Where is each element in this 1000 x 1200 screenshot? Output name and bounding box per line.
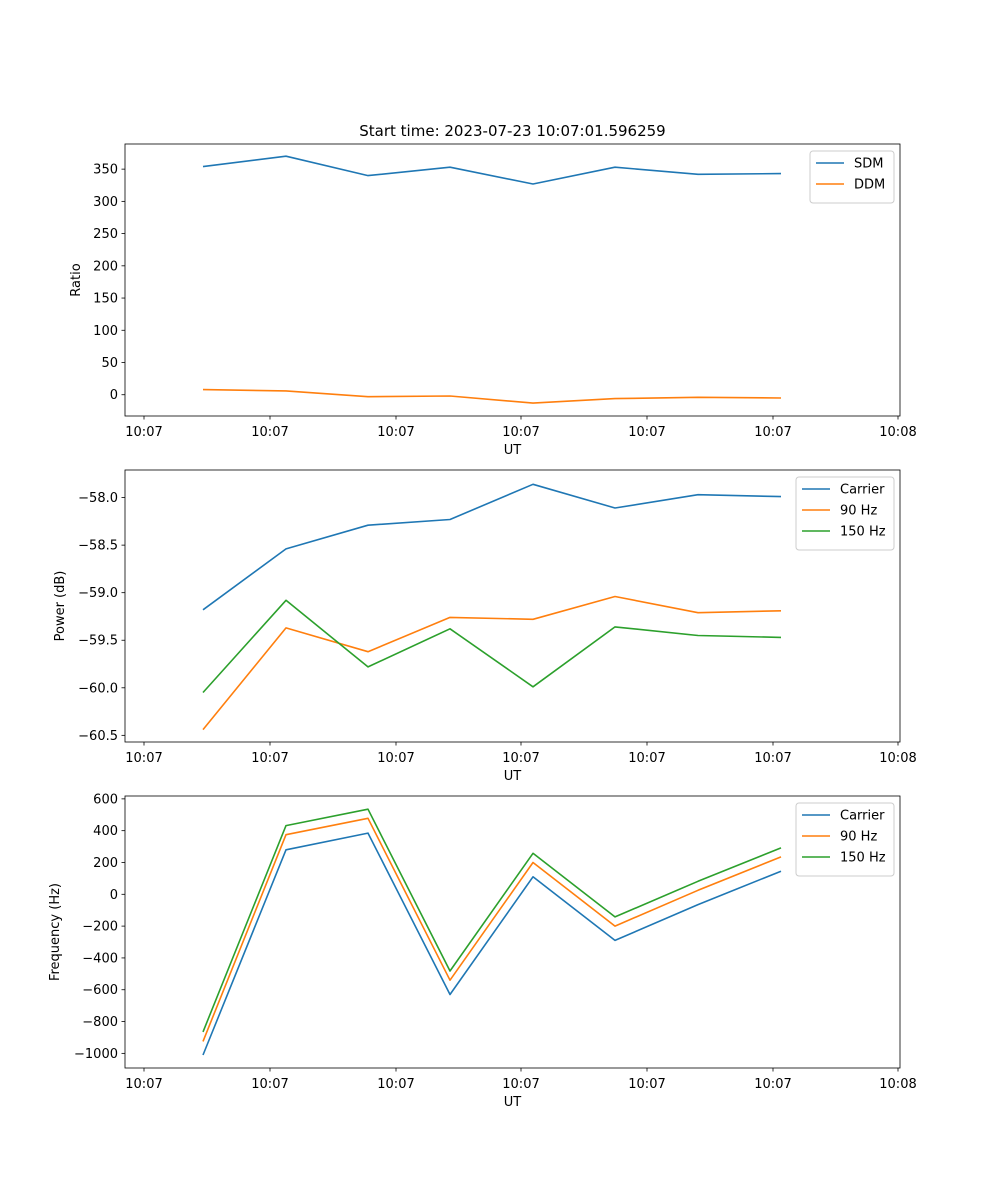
y-axis-label: Frequency (Hz) [48, 883, 63, 981]
y-tick-label: 200 [93, 856, 118, 871]
series-line-90-hz [202, 595, 782, 731]
y-tick-label: −600 [82, 983, 118, 998]
x-tick-label: 10:07 [125, 425, 162, 440]
x-axis-label: UT [504, 443, 522, 458]
y-tick-label: 100 [93, 324, 118, 339]
y-tick-label: 350 [93, 163, 118, 178]
y-tick-label: −60.0 [78, 681, 118, 696]
x-axis-label: UT [504, 769, 522, 784]
y-tick-label: −58.5 [78, 539, 118, 554]
x-tick-label: 10:08 [879, 751, 916, 766]
legend-entry: 150 Hz [840, 851, 886, 866]
x-tick-label: 10:07 [251, 1077, 288, 1092]
legend: Carrier 90 Hz 150 Hz [795, 802, 895, 877]
y-tick-label: 300 [93, 195, 118, 210]
chart-panel-1: 0 50 100 150 200 250 300 350 10:07 10:07 10:07 10:0… [69, 143, 917, 458]
x-tick-label: 10:07 [377, 425, 414, 440]
x-tick-label: 10:08 [879, 425, 916, 440]
y-tick-label: 600 [93, 792, 118, 807]
axes-frame [124, 143, 901, 417]
series-line-ddm [202, 388, 782, 404]
y-tick-label: 0 [110, 388, 118, 403]
legend-entry: DDM [854, 178, 885, 193]
x-tick-label: 10:07 [377, 1077, 414, 1092]
y-tick-label: 50 [101, 356, 118, 371]
figure-title: Start time: 2023-07-23 10:07:01.596259 [359, 122, 665, 140]
axes-frame [124, 795, 901, 1069]
legend-entry: SDM [854, 157, 883, 172]
y-tick-label: 200 [93, 259, 118, 274]
x-tick-label: 10:07 [377, 751, 414, 766]
y-tick-label: −59.0 [78, 586, 118, 601]
x-tick-label: 10:07 [628, 1077, 665, 1092]
charts-container: 0 50 100 150 200 250 300 350 10:07 10:07 10:07 10:0… [48, 143, 917, 1110]
series-line-carrier [202, 832, 782, 1056]
series-line-90-hz [202, 817, 782, 1042]
x-tick-label: 10:07 [754, 1077, 791, 1092]
y-tick-label: 0 [110, 888, 118, 903]
x-tick-label: 10:07 [125, 1077, 162, 1092]
y-tick-label: −800 [82, 1015, 118, 1030]
x-tick-label: 10:07 [251, 751, 288, 766]
x-tick-label: 10:07 [502, 425, 539, 440]
series-line-sdm [202, 155, 782, 185]
legend-entry: 90 Hz [840, 830, 877, 845]
chart-panel-2: −60.5 −60.0 −59.5 −59.0 −58.5 −58.0 10:07 10:07… [53, 469, 917, 784]
x-tick-label: 10:07 [754, 751, 791, 766]
y-tick-label: −1000 [74, 1047, 118, 1062]
legend-entry: 150 Hz [840, 525, 886, 540]
legend: SDM DDM [809, 150, 895, 204]
x-axis-label: UT [504, 1095, 522, 1110]
y-tick-label: 150 [93, 292, 118, 307]
x-tick-label: 10:07 [502, 1077, 539, 1092]
y-axis-label: Ratio [69, 263, 84, 296]
y-tick-label: 250 [93, 227, 118, 242]
legend-box [809, 150, 895, 204]
y-tick-label: −60.5 [78, 729, 118, 744]
series-line-150-hz [202, 808, 782, 1033]
y-tick-label: 400 [93, 824, 118, 839]
legend-entry: 90 Hz [840, 504, 877, 519]
x-tick-label: 10:07 [125, 751, 162, 766]
series-line-carrier [202, 483, 782, 611]
x-tick-label: 10:08 [879, 1077, 916, 1092]
x-tick-label: 10:07 [251, 425, 288, 440]
x-tick-label: 10:07 [628, 751, 665, 766]
legend-entry: Carrier [840, 483, 885, 498]
axes-frame [124, 469, 901, 743]
x-tick-label: 10:07 [502, 751, 539, 766]
y-tick-label: −59.5 [78, 634, 118, 649]
x-tick-label: 10:07 [754, 425, 791, 440]
y-tick-label: −400 [82, 951, 118, 966]
x-tick-label: 10:07 [628, 425, 665, 440]
y-axis-label: Power (dB) [53, 571, 68, 642]
y-tick-label: −200 [82, 920, 118, 935]
legend: Carrier 90 Hz 150 Hz [795, 476, 895, 551]
y-tick-label: −58.0 [78, 491, 118, 506]
legend-entry: Carrier [840, 809, 885, 824]
series-line-150-hz [202, 599, 782, 694]
chart-panel-3: −1000 −800 −600 −400 −200 0 200 400 600 10:07 10:0… [48, 792, 917, 1110]
